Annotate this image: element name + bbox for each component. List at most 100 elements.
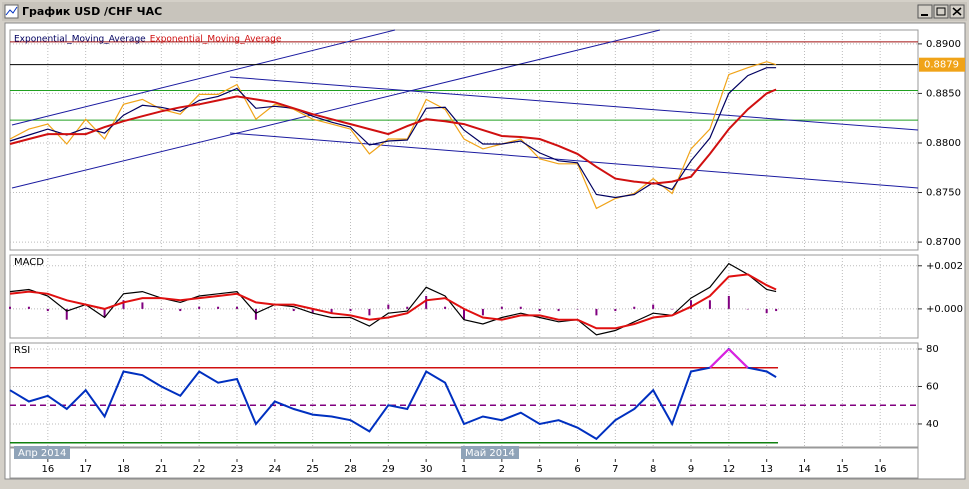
maximize-button[interactable] [933, 4, 949, 19]
histogram-bar [576, 308, 579, 310]
histogram-bar [500, 306, 503, 309]
histogram-bar [652, 304, 655, 309]
histogram-bar [463, 308, 465, 320]
x-tick-label: 7 [612, 464, 618, 475]
x-tick-label: 6 [574, 464, 580, 475]
x-tick-label: 29 [382, 464, 395, 475]
indicator-line [9, 262, 777, 336]
histogram-bar [160, 308, 163, 310]
x-tick-label: 14 [798, 464, 811, 475]
histogram-bar [292, 308, 295, 312]
overbought-segment [709, 348, 730, 369]
month-box [461, 446, 519, 459]
histogram-bar [27, 306, 30, 309]
histogram-bar [538, 308, 541, 312]
month-box [14, 446, 70, 459]
x-tick-label: 8 [650, 464, 656, 475]
x-tick-label: 28 [344, 464, 357, 475]
histogram-bar [103, 308, 106, 318]
x-tick-label: 25 [306, 464, 319, 475]
histogram-bar [671, 308, 674, 310]
maximize-glyph [936, 7, 946, 16]
histogram-bar [236, 306, 238, 309]
y-tick-label: 80 [926, 344, 939, 355]
histogram-bar [690, 300, 692, 309]
plot-layer: 0.8900 0.8850 0.8800 0.8750 0.8700 0.8879 Expo… [9, 29, 965, 479]
histogram-bar [198, 306, 201, 309]
x-tick-label: 2 [499, 464, 505, 475]
y-tick-label: 40 [926, 419, 939, 430]
panel-title: RSI [14, 345, 30, 356]
legend-entry: Exponential_Moving_Average [150, 35, 282, 45]
x-tick-label: 24 [268, 464, 281, 475]
histogram-bar [311, 308, 314, 314]
title-bar [2, 2, 967, 21]
y-tick-label: 0.8850 [926, 88, 961, 99]
histogram-bar [708, 300, 711, 309]
x-tick-label: 30 [420, 464, 433, 475]
histogram-bar [273, 308, 276, 310]
x-tick-label: 13 [760, 464, 773, 475]
trend-line [229, 76, 919, 131]
histogram-bar [179, 308, 182, 312]
histogram-bar [46, 308, 49, 312]
histogram-bar [519, 306, 522, 309]
histogram-bar [406, 306, 409, 309]
price-line [9, 61, 777, 210]
trend-line [229, 132, 919, 189]
close-glyph [952, 7, 962, 16]
histogram-bar [217, 306, 220, 309]
histogram-bar [481, 308, 484, 316]
histogram-bar [330, 308, 333, 314]
histogram-bar [425, 295, 428, 309]
histogram-bar [65, 308, 68, 320]
minimize-button[interactable] [917, 4, 933, 19]
histogram-bar [727, 295, 730, 309]
histogram-bar [368, 308, 371, 316]
month-label: Апр 2014 [18, 448, 66, 459]
indicator-line [9, 347, 777, 441]
overbought-segment [728, 348, 749, 369]
histogram-bar [349, 308, 352, 312]
y-tick-label: +0.002 [926, 261, 963, 272]
indicator-line [9, 273, 777, 330]
histogram-bar [614, 308, 617, 312]
histogram-bar [746, 308, 749, 310]
histogram-bar [387, 304, 390, 309]
x-tick-label: 1 [461, 464, 467, 475]
window-title: График USD /CHF ЧАС [22, 5, 162, 18]
histogram-bar [557, 308, 560, 312]
y-tick-label: +0.000 [926, 304, 963, 315]
price-tag [919, 57, 965, 72]
histogram-bar [775, 308, 778, 312]
x-tick-label: 22 [193, 464, 206, 475]
indicator-line [9, 88, 777, 185]
y-tick-label: 0.8800 [926, 138, 961, 149]
x-tick-label: 23 [231, 464, 244, 475]
histogram-bar [84, 308, 87, 310]
x-tick-label: 15 [836, 464, 849, 475]
y-tick-label: 0.8750 [926, 188, 961, 199]
y-tick-label: 0.8900 [926, 39, 961, 50]
histogram-bar [141, 302, 144, 309]
trend-line [11, 29, 396, 126]
x-tick-label: 18 [117, 464, 130, 475]
histogram-bar [254, 308, 257, 320]
histogram-bar [595, 308, 598, 316]
x-tick-label: 21 [155, 464, 168, 475]
x-tick-label: 17 [79, 464, 92, 475]
x-tick-label: 16 [41, 464, 54, 475]
window-icon-glyph [5, 6, 18, 16]
price-tag-label: 0.8879 [924, 60, 959, 71]
month-label: Май 2014 [465, 448, 515, 459]
histogram-bar [765, 308, 768, 314]
histogram-bar [9, 306, 11, 309]
histogram-bar [444, 306, 447, 309]
histogram-bar [633, 306, 636, 309]
panel-title: MACD [14, 257, 44, 268]
y-tick-label: 60 [926, 381, 939, 392]
x-tick-label: 16 [874, 464, 887, 475]
x-tick-label: 5 [536, 464, 542, 475]
histogram-bar [122, 300, 125, 309]
